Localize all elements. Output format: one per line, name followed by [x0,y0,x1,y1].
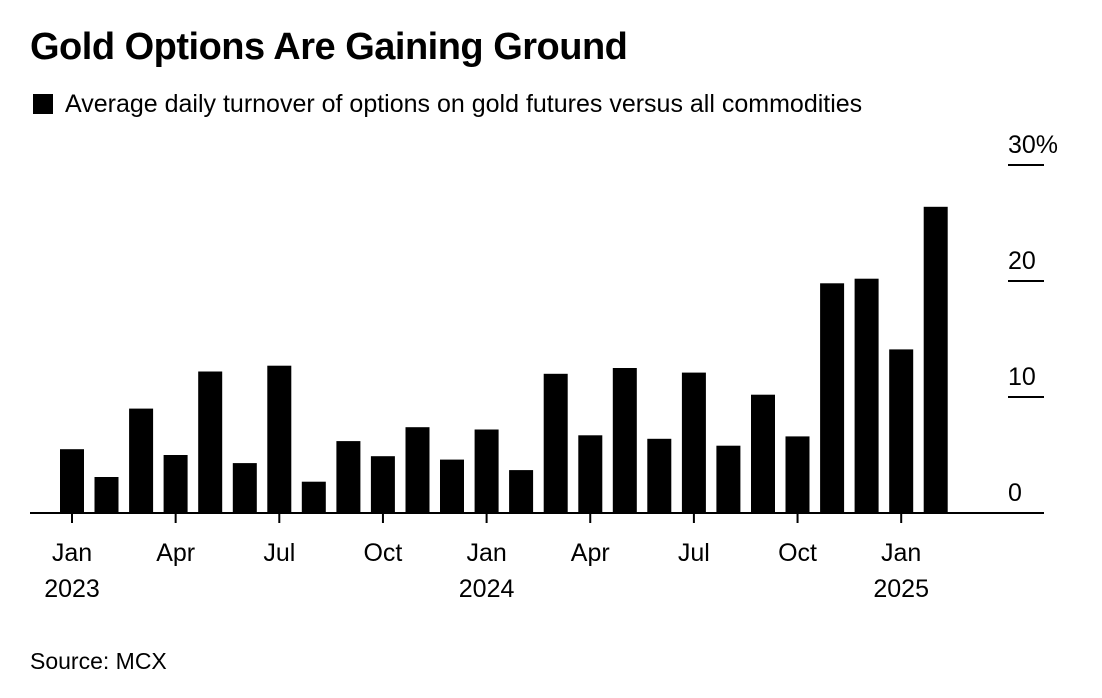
bar: Feb 2025: 26.4 [923,206,948,514]
x-year-label: 2023 [44,575,100,603]
x-axis: Jan 2023 Apr Jul Oct Jan 2024 Apr Jul Oct Jan 2025 [44,513,929,603]
legend: Average daily turnover of options on gol… [33,89,862,119]
chart-title: Gold Options Are Gaining Ground [30,26,628,68]
x-tick-label: Jan [466,539,506,567]
bar: Jan 2023: 5.5 [60,449,84,513]
legend-swatch [33,94,53,114]
bar: Feb 2024: 3.7 [509,470,534,513]
bar: May 2023: 12.2 [198,371,223,513]
bar: Nov 2023: 7.4 [405,427,430,513]
bar: Jun 2023: 4.3 [232,463,257,513]
bar: Apr 2023: 5 [163,455,188,513]
bar: Sep 2024: 10.2 [751,394,775,513]
bar: Dec 2024: 20.2 [854,278,879,513]
y-tick-label: 10 [1008,363,1036,391]
bar: May 2024: 12.5 [612,368,637,513]
bar: Jan 2025: 14.1 [889,349,914,513]
x-tick-label: Jan [881,539,921,567]
bar: Nov 2024: 19.8 [820,283,845,513]
bar: Dec 2023: 4.6 [440,459,464,513]
y-tick-label: 0 [1008,479,1022,507]
bar: Jul 2024: 12.1 [681,372,706,513]
y-tick-label: 30% [1008,131,1058,159]
bar: Apr 2024: 6.7 [578,435,603,513]
bar: Jul 2023: 12.7 [267,365,292,513]
bar: Oct 2023: 4.9 [370,456,395,513]
y-tick-label: 20 [1008,247,1036,275]
x-tick-label: Apr [156,539,195,567]
x-tick-label: Jul [263,539,295,567]
bar: Jan 2024: 7.2 [474,429,499,513]
bar: Aug 2023: 2.7 [301,481,326,513]
bar: Mar 2023: 9 [129,408,154,513]
bars: Jan 2023: 5.5 Feb 2023: 3.1 Mar 2023: 9 Apr… [60,206,948,514]
bar: Jun 2024: 6.4 [647,438,672,513]
x-tick-label: Jan [52,539,92,567]
x-year-label: 2025 [873,575,929,603]
legend-label: Average daily turnover of options on gol… [65,90,863,118]
bar: Sep 2023: 6.2 [336,441,361,513]
bar: Aug 2024: 5.8 [716,445,741,513]
x-tick-label: Oct [363,539,402,567]
x-tick-label: Jul [678,539,710,567]
x-year-label: 2024 [459,575,515,603]
y-axis: 0 10 20 30% [1008,131,1058,507]
x-tick-label: Oct [778,539,817,567]
bar: Mar 2024: 12 [543,373,568,513]
bar: Oct 2024: 6.6 [785,436,810,513]
x-tick-label: Apr [571,539,610,567]
source-note: Source: MCX [30,648,167,674]
bar: Feb 2023: 3.1 [94,477,119,513]
